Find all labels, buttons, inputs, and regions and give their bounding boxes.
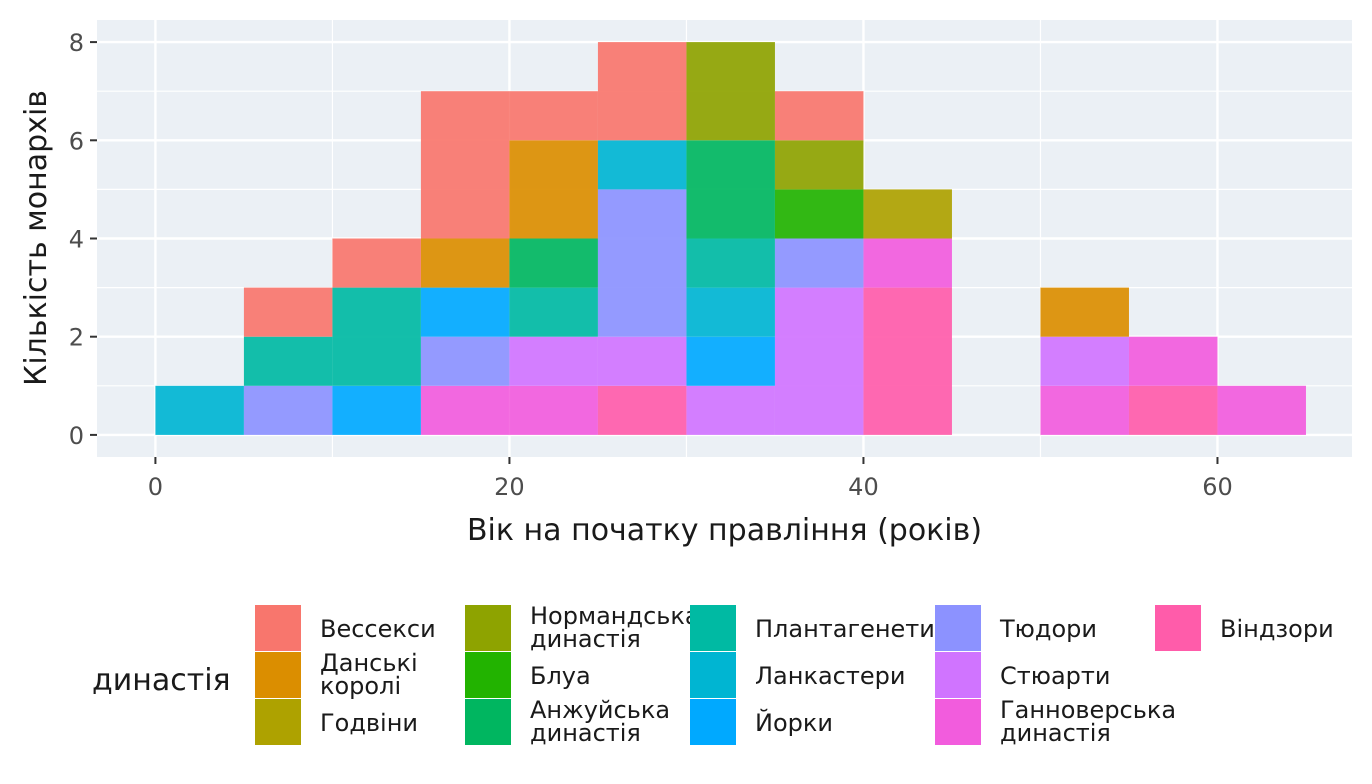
legend-key bbox=[690, 699, 736, 745]
legend-label: Стюарти bbox=[1000, 662, 1110, 690]
legend-label: Блуа bbox=[530, 662, 591, 690]
legend-item: Данськікоролі bbox=[255, 649, 418, 700]
legend-key bbox=[1155, 605, 1201, 651]
bar-segment bbox=[1040, 288, 1129, 337]
y-tick-label: 0 bbox=[69, 422, 84, 450]
x-axis-title: Вік на початку правління (років) bbox=[467, 513, 982, 548]
legend-label: династія bbox=[530, 719, 641, 747]
bar-segment bbox=[509, 239, 598, 288]
legend-title: династія bbox=[92, 663, 231, 698]
legend-key bbox=[690, 605, 736, 651]
bar-segment bbox=[775, 140, 864, 189]
legend-item: Тюдори bbox=[935, 605, 1097, 651]
legend-key bbox=[690, 652, 736, 698]
bar-segment bbox=[244, 288, 333, 337]
bar-segment bbox=[686, 239, 775, 288]
legend-item: Стюарти bbox=[935, 652, 1110, 698]
bar-segment bbox=[332, 386, 421, 435]
legend-key bbox=[255, 605, 301, 651]
legend-item: Віндзори bbox=[1155, 605, 1334, 651]
y-tick-label: 6 bbox=[69, 127, 84, 155]
bar-segment bbox=[155, 386, 244, 435]
x-tick-label: 60 bbox=[1202, 473, 1233, 501]
bar-segment bbox=[686, 42, 775, 140]
legend-label: Ланкастери bbox=[755, 662, 905, 690]
legend-label: династія bbox=[530, 625, 641, 653]
legend-key bbox=[465, 699, 511, 745]
x-tick-label: 40 bbox=[848, 473, 879, 501]
bar-segment bbox=[598, 337, 687, 386]
y-tick-label: 2 bbox=[69, 324, 84, 352]
legend-item: Анжуйськадинастія bbox=[465, 696, 670, 747]
legend-label: Тюдори bbox=[999, 615, 1097, 643]
legend-label: династія bbox=[1000, 719, 1111, 747]
legend-key bbox=[465, 605, 511, 651]
legend-item: Годвіни bbox=[255, 699, 418, 745]
legend: династія Вессекси Данськікоролі Годвіни Нор… bbox=[92, 602, 1334, 747]
bar-segment bbox=[509, 91, 598, 140]
x-axis-ticks: 0 20 40 60 bbox=[148, 457, 1233, 501]
y-tick-label: 4 bbox=[69, 226, 84, 254]
legend-label: королі bbox=[320, 672, 401, 700]
bar-segment bbox=[775, 239, 864, 288]
legend-key bbox=[255, 699, 301, 745]
bar-segment bbox=[509, 386, 598, 435]
legend-key bbox=[935, 652, 981, 698]
bar-segment bbox=[509, 140, 598, 238]
bar-segment bbox=[1129, 386, 1218, 435]
bar-segment bbox=[775, 91, 864, 140]
bar-segment bbox=[1217, 386, 1306, 435]
x-tick-label: 0 bbox=[148, 473, 163, 501]
bar-segment bbox=[686, 140, 775, 238]
legend-label: Йорки bbox=[755, 708, 833, 737]
legend-key bbox=[935, 699, 981, 745]
legend-item: Ганноверськадинастія bbox=[935, 696, 1176, 747]
bar-segment bbox=[244, 386, 333, 435]
bar-segment bbox=[509, 288, 598, 337]
legend-key bbox=[935, 605, 981, 651]
bar-segment bbox=[863, 189, 952, 238]
y-axis-ticks: 0 2 4 6 8 bbox=[69, 29, 97, 450]
bar-segment bbox=[421, 288, 510, 337]
bar-segment bbox=[1129, 337, 1218, 386]
bar-segment bbox=[598, 42, 687, 140]
bar-segment bbox=[332, 239, 421, 288]
bar-segment bbox=[421, 337, 510, 386]
y-axis-title: Кількість монархів bbox=[19, 90, 54, 386]
legend-item: Плантагенети bbox=[690, 605, 935, 651]
bar-segment bbox=[421, 386, 510, 435]
legend-label: Плантагенети bbox=[755, 615, 935, 643]
bar-segment bbox=[863, 288, 952, 435]
x-tick-label: 20 bbox=[494, 473, 525, 501]
bar-segment bbox=[332, 288, 421, 386]
bar-segment bbox=[244, 337, 333, 386]
bar-segment bbox=[421, 91, 510, 238]
bar-segment bbox=[775, 189, 864, 238]
bar-segment bbox=[686, 288, 775, 337]
bar-segment bbox=[421, 239, 510, 288]
y-tick-label: 8 bbox=[69, 29, 84, 57]
legend-item: Йорки bbox=[690, 699, 833, 745]
legend-item: Блуа bbox=[465, 652, 591, 698]
bar-segment bbox=[598, 140, 687, 189]
bar-segment bbox=[509, 337, 598, 386]
bar-segment bbox=[686, 386, 775, 435]
legend-key bbox=[465, 652, 511, 698]
bar-segment bbox=[863, 239, 952, 288]
legend-label: Віндзори bbox=[1220, 615, 1334, 643]
bar-segment bbox=[1040, 386, 1129, 435]
legend-item: Нормандськадинастія bbox=[465, 602, 700, 653]
bar-segment bbox=[686, 337, 775, 386]
legend-key bbox=[255, 652, 301, 698]
bar-segment bbox=[775, 288, 864, 435]
bar-segment bbox=[598, 189, 687, 336]
legend-item: Ланкастери bbox=[690, 652, 905, 698]
legend-label: Годвіни bbox=[320, 709, 418, 737]
bar-segment bbox=[1040, 337, 1129, 386]
bar-segment bbox=[598, 386, 687, 435]
legend-item: Вессекси bbox=[255, 605, 436, 651]
legend-label: Вессекси bbox=[320, 615, 436, 643]
